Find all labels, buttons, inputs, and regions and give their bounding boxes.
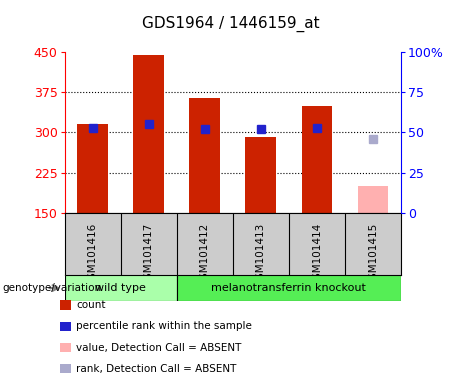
Text: count: count xyxy=(76,300,106,310)
Text: percentile rank within the sample: percentile rank within the sample xyxy=(76,321,252,331)
Text: GSM101412: GSM101412 xyxy=(200,222,210,286)
Bar xyxy=(177,275,401,301)
Text: GSM101415: GSM101415 xyxy=(368,222,378,286)
Bar xyxy=(301,106,332,213)
Bar xyxy=(77,124,108,213)
Text: GSM101416: GSM101416 xyxy=(88,222,98,286)
Text: wild type: wild type xyxy=(95,283,146,293)
Text: genotype/variation: genotype/variation xyxy=(2,283,101,293)
Bar xyxy=(245,137,276,213)
Text: GSM101413: GSM101413 xyxy=(256,222,266,286)
Text: GSM101417: GSM101417 xyxy=(144,222,154,286)
Bar xyxy=(65,275,177,301)
Bar xyxy=(133,55,164,213)
Bar xyxy=(358,186,389,213)
Text: value, Detection Call = ABSENT: value, Detection Call = ABSENT xyxy=(76,343,242,353)
Bar xyxy=(189,98,220,213)
Text: GSM101414: GSM101414 xyxy=(312,222,322,286)
Text: rank, Detection Call = ABSENT: rank, Detection Call = ABSENT xyxy=(76,364,236,374)
Text: GDS1964 / 1446159_at: GDS1964 / 1446159_at xyxy=(142,15,319,31)
Text: melanotransferrin knockout: melanotransferrin knockout xyxy=(212,283,366,293)
